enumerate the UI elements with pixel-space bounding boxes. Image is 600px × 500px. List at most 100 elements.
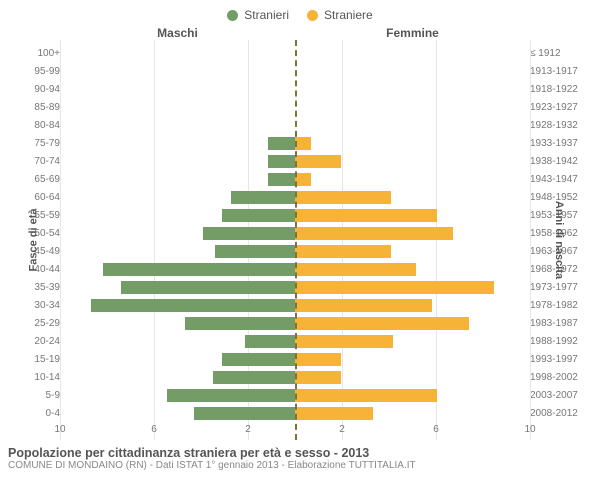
x-tick: 10 — [54, 424, 65, 435]
bar-side-male — [66, 350, 295, 368]
legend-label-male: Stranieri — [244, 8, 289, 22]
pyramid-row: 25-291983-1987 — [0, 314, 600, 332]
bar-side-female — [295, 80, 524, 98]
bar-side-male — [66, 224, 295, 242]
age-label: 30-34 — [0, 300, 66, 311]
age-label: 60-64 — [0, 192, 66, 203]
pyramid-row: 60-641948-1952 — [0, 188, 600, 206]
birth-label: 1928-1932 — [524, 120, 600, 131]
bar-female — [295, 335, 393, 348]
legend-item-male: Stranieri — [227, 8, 289, 22]
column-headers: Maschi Femmine — [0, 26, 600, 40]
age-label: 20-24 — [0, 336, 66, 347]
legend: Stranieri Straniere — [0, 0, 600, 26]
pyramid-row: 5-92003-2007 — [0, 386, 600, 404]
pyramid-row: 50-541958-1962 — [0, 224, 600, 242]
bar-female — [295, 317, 469, 330]
bar-male — [213, 371, 295, 384]
birth-label: ≤ 1912 — [524, 48, 600, 59]
pyramid-row: 100+≤ 1912 — [0, 44, 600, 62]
bar-side-female — [295, 206, 524, 224]
birth-label: 1993-1997 — [524, 354, 600, 365]
bar-female — [295, 353, 341, 366]
pyramid-row: 85-891923-1927 — [0, 98, 600, 116]
pyramid-row: 30-341978-1982 — [0, 296, 600, 314]
bar-male — [268, 155, 295, 168]
bar-female — [295, 173, 311, 186]
y-axis-right-title: Anni di nascita — [553, 201, 565, 279]
pyramid-row: 35-39 1973-1977 — [0, 278, 600, 296]
age-label: 90-94 — [0, 84, 66, 95]
bar-side-male — [66, 404, 295, 422]
bar-male — [222, 353, 295, 366]
pyramid-row: 55-591953-1957 — [0, 206, 600, 224]
bar-side-female — [295, 260, 524, 278]
pyramid-row: 65-69 1943-1947 — [0, 170, 600, 188]
birth-label: 1938-1942 — [524, 156, 600, 167]
bar-male — [185, 317, 295, 330]
age-label: 70-74 — [0, 156, 66, 167]
pyramid-row: 45-491963-1967 — [0, 242, 600, 260]
bar-side-male — [66, 80, 295, 98]
chart-title: Popolazione per cittadinanza straniera p… — [0, 440, 600, 460]
x-tick: 6 — [433, 424, 439, 435]
bar-side-male — [66, 134, 295, 152]
bar-side-female — [295, 134, 524, 152]
legend-label-female: Straniere — [324, 8, 373, 22]
bar-side-female — [295, 332, 524, 350]
bar-side-female — [295, 386, 524, 404]
birth-label: 1998-2002 — [524, 372, 600, 383]
age-label: 10-14 — [0, 372, 66, 383]
bar-side-female — [295, 224, 524, 242]
chart-subtitle: COMUNE DI MONDAINO (RN) - Dati ISTAT 1° … — [0, 460, 600, 475]
bar-side-female — [295, 296, 524, 314]
bar-side-female — [295, 242, 524, 260]
legend-item-female: Straniere — [307, 8, 373, 22]
pyramid-row: 80-84 1928-1932 — [0, 116, 600, 134]
bar-side-female — [295, 368, 524, 386]
age-label: 80-84 — [0, 120, 66, 131]
bar-male — [215, 245, 295, 258]
bar-side-male — [66, 170, 295, 188]
age-label: 65-69 — [0, 174, 66, 185]
birth-label: 1988-1992 — [524, 336, 600, 347]
bar-side-female — [295, 152, 524, 170]
bar-male — [121, 281, 295, 294]
pyramid-row: 75-791933-1937 — [0, 134, 600, 152]
y-axis-left-title: Fasce di età — [27, 209, 39, 272]
x-tick: 2 — [245, 424, 251, 435]
pyramid-row: 90-94 1918-1922 — [0, 80, 600, 98]
x-tick: 6 — [151, 424, 157, 435]
bar-female — [295, 191, 391, 204]
bar-female — [295, 137, 311, 150]
x-tick: 10 — [524, 424, 535, 435]
bar-female — [295, 281, 494, 294]
age-label: 35-39 — [0, 282, 66, 293]
age-label: 5-9 — [0, 390, 66, 401]
bar-female — [295, 407, 373, 420]
age-label: 0-4 — [0, 408, 66, 419]
age-label: 15-19 — [0, 354, 66, 365]
bar-male — [103, 263, 295, 276]
bar-side-female — [295, 170, 524, 188]
header-male: Maschi — [60, 26, 295, 40]
bar-side-male — [66, 278, 295, 296]
bar-female — [295, 263, 416, 276]
bar-side-female — [295, 314, 524, 332]
bar-female — [295, 245, 391, 258]
age-label: 25-29 — [0, 318, 66, 329]
pyramid-row: 70-74 1938-1942 — [0, 152, 600, 170]
birth-label: 1943-1947 — [524, 174, 600, 185]
pyramid-row: 95-991913-1917 — [0, 62, 600, 80]
bar-male — [167, 389, 295, 402]
pyramid-row: 0-42008-2012 — [0, 404, 600, 422]
birth-label: 1918-1922 — [524, 84, 600, 95]
x-axis-right: 2610 — [295, 422, 530, 440]
birth-label: 1973-1977 — [524, 282, 600, 293]
bar-side-male — [66, 296, 295, 314]
bar-male — [203, 227, 295, 240]
birth-label: 1923-1927 — [524, 102, 600, 113]
bar-female — [295, 299, 432, 312]
bar-side-female — [295, 62, 524, 80]
bar-side-male — [66, 206, 295, 224]
